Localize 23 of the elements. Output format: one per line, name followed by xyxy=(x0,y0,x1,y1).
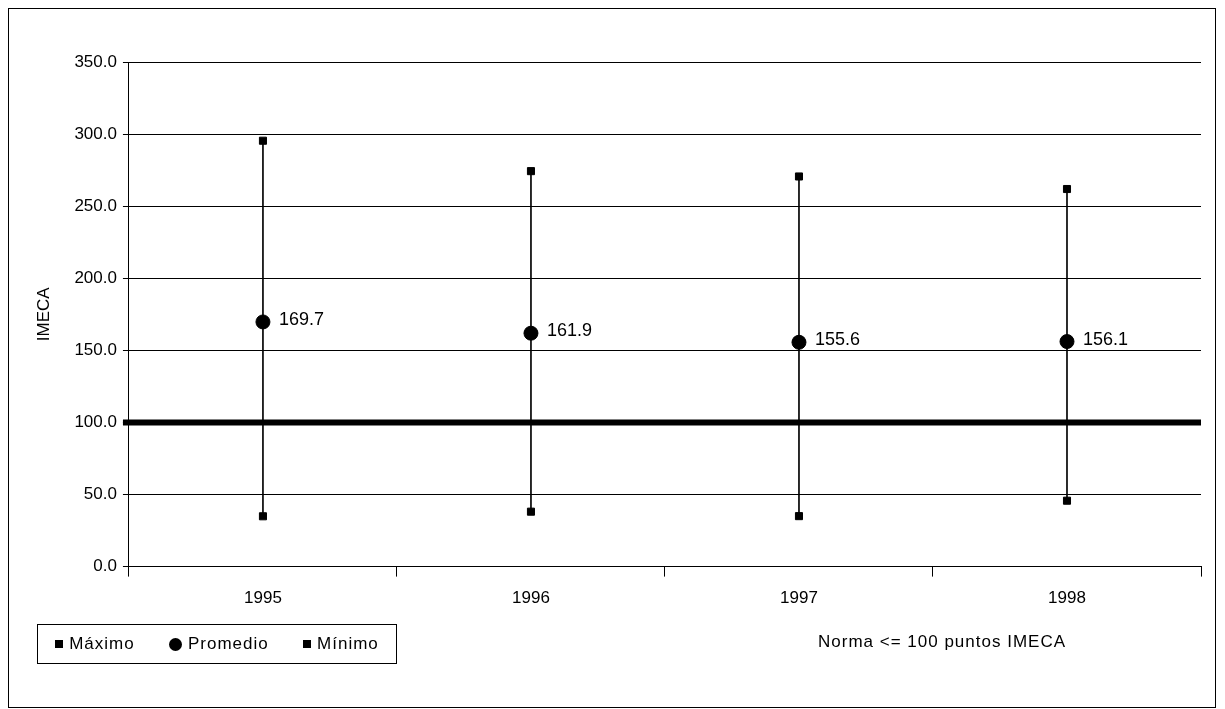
point xyxy=(794,172,804,181)
data-label: 155.6 xyxy=(814,329,861,350)
y-tick-label: 200.0 xyxy=(74,267,117,287)
text: Norma <= 100 puntos IMECA xyxy=(818,632,1067,652)
x-tick-label: 1997 xyxy=(780,588,818,608)
point xyxy=(526,507,535,516)
x-tick-label: 1995 xyxy=(244,588,282,608)
y-tick-label: 0.0 xyxy=(93,556,117,576)
y-tick-label: 150.0 xyxy=(74,340,117,360)
y-tick-label: 100.0 xyxy=(74,412,117,432)
data-label: 156.1 xyxy=(1082,328,1129,349)
y-axis-title: IMECA xyxy=(33,286,53,342)
x-tick-label: 1996 xyxy=(512,588,550,608)
y-tick-label: 50.0 xyxy=(83,484,117,504)
legend-label: Máximo xyxy=(69,634,135,654)
y-tick-label: 350.0 xyxy=(74,51,117,71)
x-tick-label: 1998 xyxy=(1048,588,1086,608)
data-label: 161.9 xyxy=(546,320,593,341)
y-tick-label: 250.0 xyxy=(74,195,117,215)
data-label: 169.7 xyxy=(278,308,324,329)
y-tick-label: 300.0 xyxy=(74,123,117,143)
legend-label: Mínimo xyxy=(317,634,379,654)
legend-label: Promedio xyxy=(188,634,269,654)
